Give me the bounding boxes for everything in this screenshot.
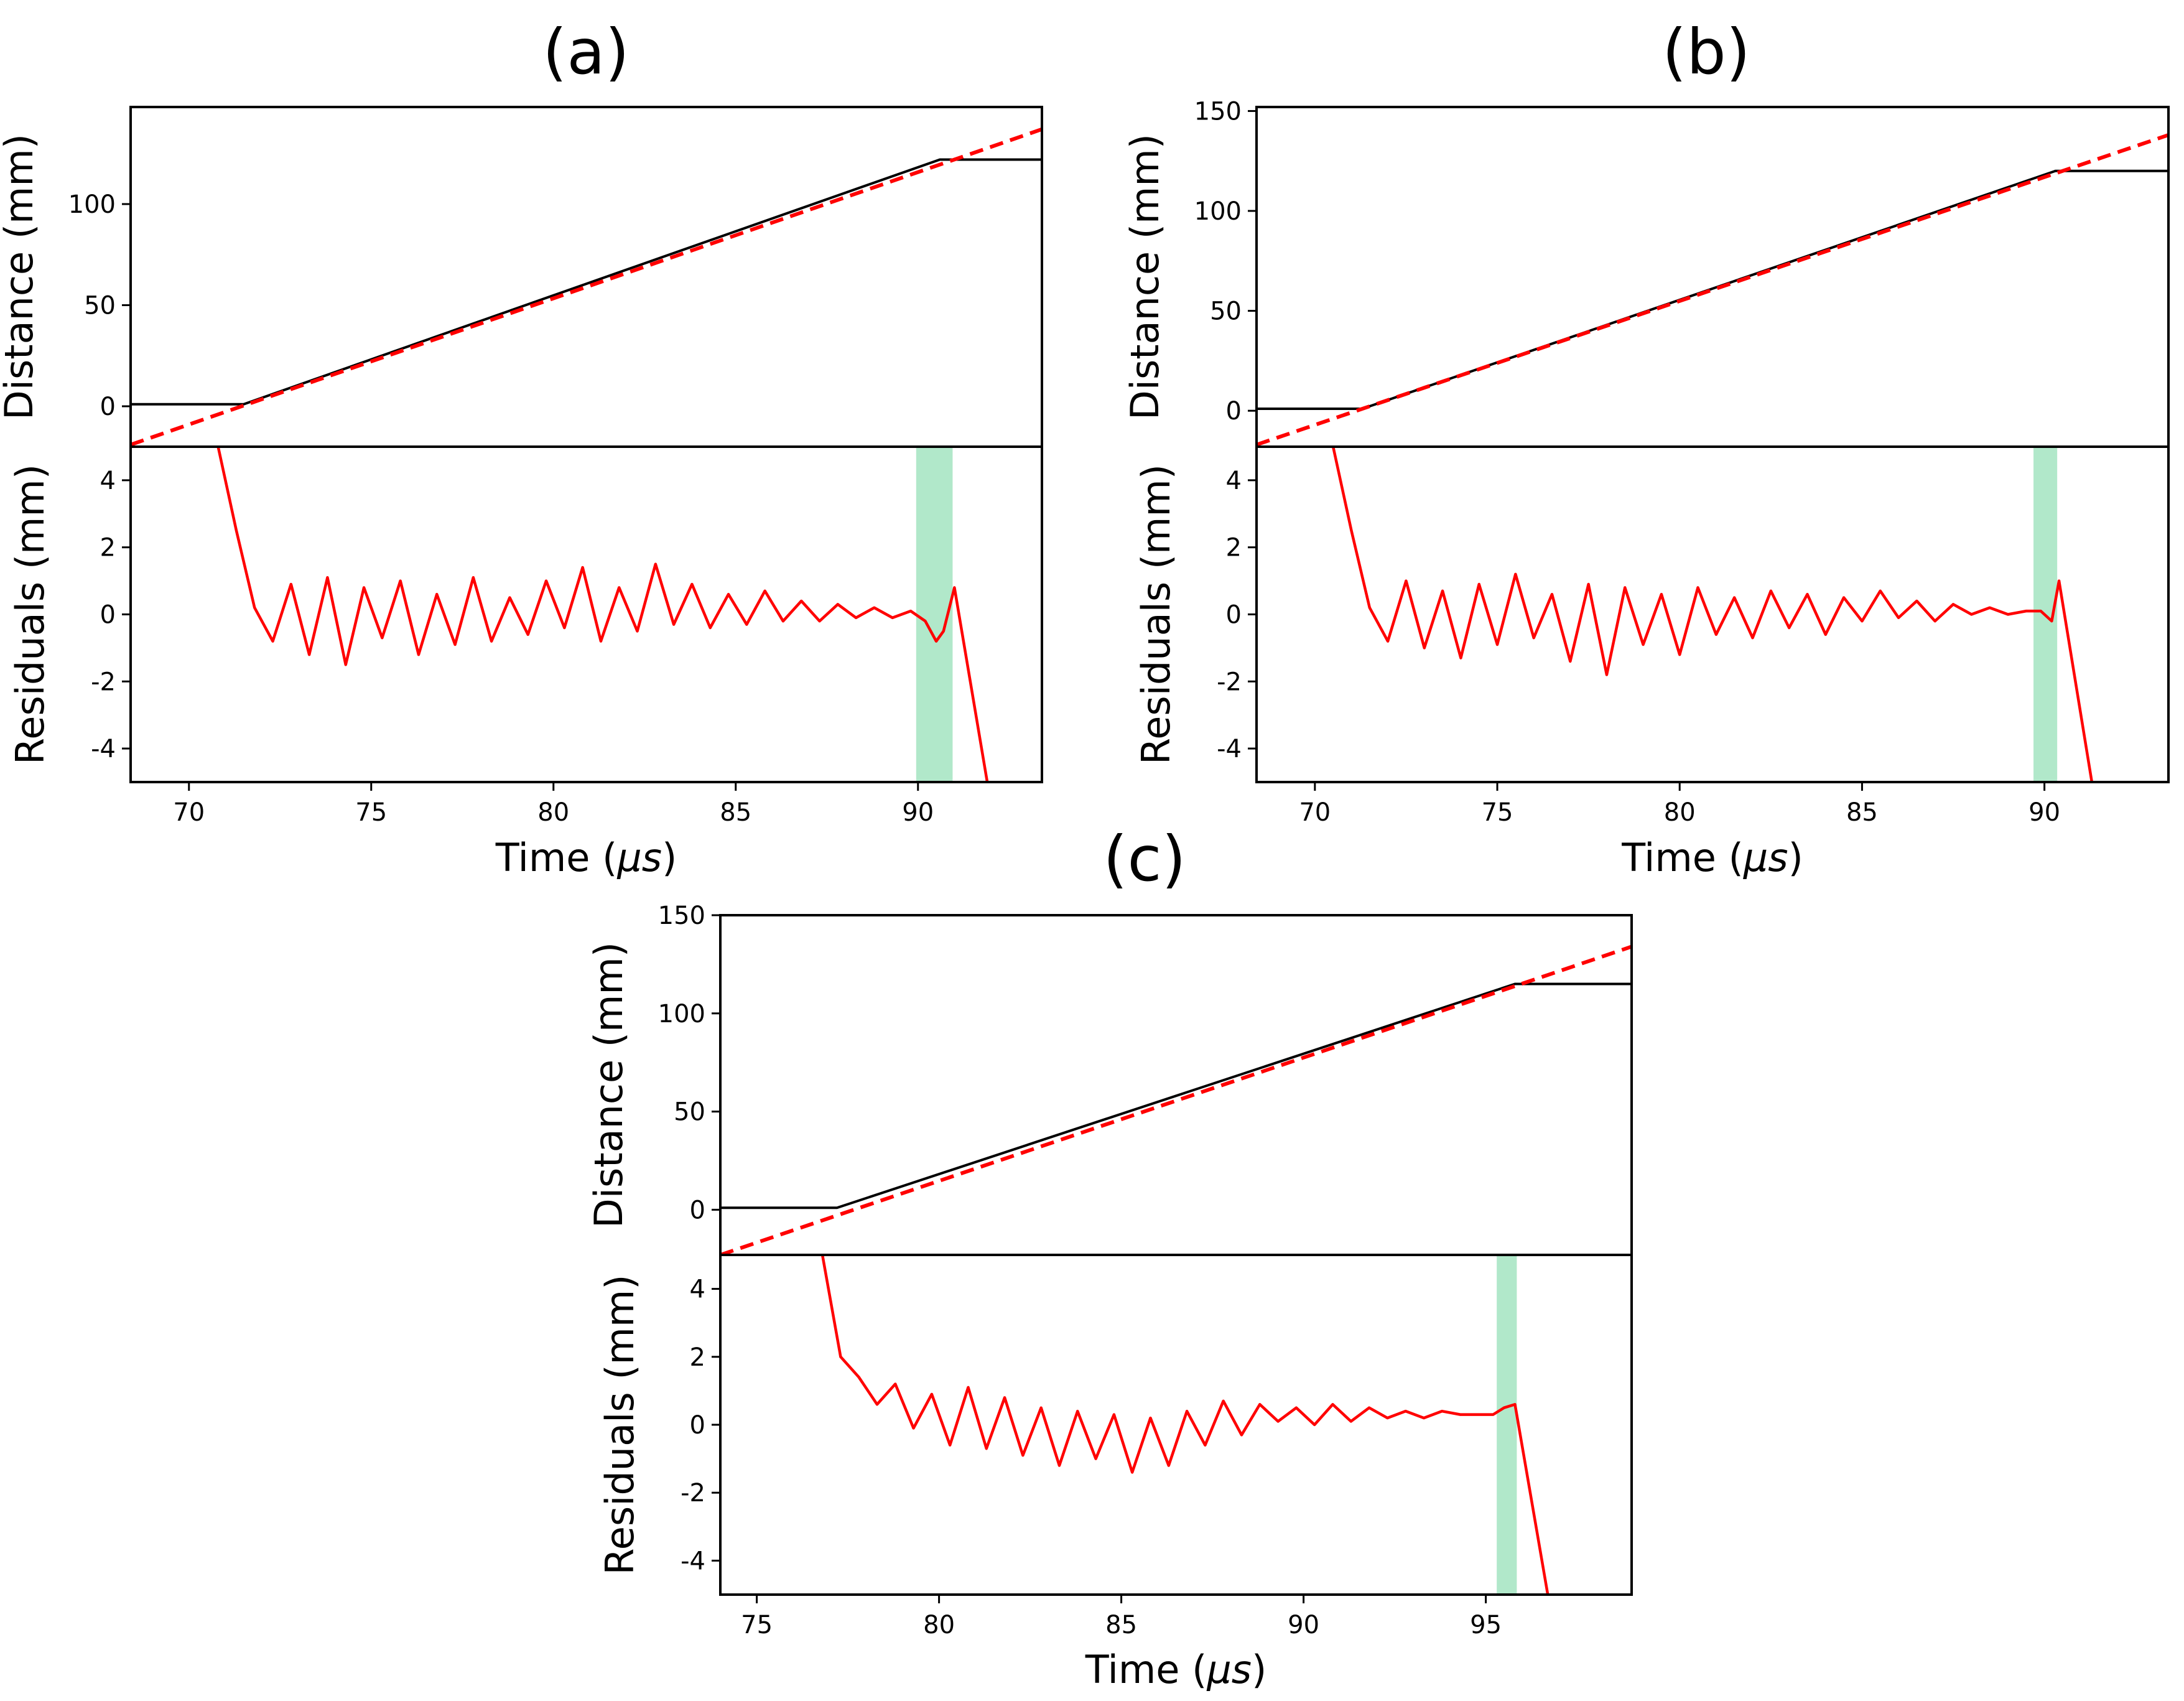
x-tick-label: 75 <box>741 1611 773 1639</box>
fit-series-line <box>1257 133 2168 447</box>
y-tick-label: 100 <box>658 1000 705 1028</box>
top-y-axis-label: Distance (mm) <box>586 942 631 1228</box>
panel-title: (c) <box>1103 823 1186 895</box>
x-tick-label: 80 <box>923 1611 955 1639</box>
y-tick-label: 2 <box>690 1343 705 1372</box>
y-tick-label: 100 <box>1194 197 1242 226</box>
panel-1: (a) 0 50 100 4 2 0 -2 -4 70 75 80 85 90 Distance (mm) R… <box>0 16 1043 880</box>
x-axis-label-unit: μs <box>1206 1647 1252 1692</box>
x-axis-label: Time (μs) <box>495 835 677 880</box>
x-tick-label: 80 <box>1664 798 1696 827</box>
panel-3: (c) 0 50 100 150 4 2 0 -2 -4 75 80 85 90 95 Distance (m… <box>586 823 1633 1692</box>
distance-series-line <box>1257 169 2168 410</box>
x-tick-label: 80 <box>537 798 569 827</box>
highlight-band <box>1497 1255 1517 1595</box>
residuals-series-line <box>216 447 989 782</box>
x-tick-label: 90 <box>1288 1611 1319 1639</box>
y-tick-label: 0 <box>690 1196 705 1224</box>
fit-series-line <box>131 127 1042 447</box>
residuals-series-line <box>820 1255 1550 1595</box>
distance-series-line <box>720 982 1632 1209</box>
y-tick-label: 0 <box>100 601 116 630</box>
x-tick-label: 85 <box>720 798 751 827</box>
panel-title: (b) <box>1662 16 1750 88</box>
fit-series-line <box>720 944 1632 1255</box>
y-tick-label: 150 <box>1194 97 1242 126</box>
x-axis-label-suffix: ) <box>1788 835 1803 880</box>
y-tick-label: 4 <box>690 1275 705 1304</box>
bottom-y-axis-label: Residuals (mm) <box>7 464 53 765</box>
y-tick-label: 0 <box>1226 397 1242 426</box>
x-axis-label: Time (μs) <box>1085 1647 1267 1692</box>
x-tick-label: 90 <box>902 798 934 827</box>
x-axis-label-prefix: Time ( <box>495 835 618 880</box>
x-axis-label-unit: μs <box>1743 835 1788 880</box>
x-axis-label-suffix: ) <box>1252 1647 1266 1692</box>
top-y-axis-label: Distance (mm) <box>0 134 42 420</box>
y-tick-label: 4 <box>1226 467 1242 495</box>
y-tick-label: -2 <box>1217 668 1242 696</box>
bottom-y-axis-label: Residuals (mm) <box>597 1274 643 1575</box>
x-axis-label-prefix: Time ( <box>1085 1647 1207 1692</box>
x-tick-label: 95 <box>1470 1611 1502 1639</box>
distance-series-line <box>131 158 1042 406</box>
y-tick-label: 4 <box>100 467 116 495</box>
y-tick-label: 0 <box>1226 601 1242 630</box>
y-tick-label: 150 <box>658 902 705 930</box>
x-axis-label-prefix: Time ( <box>1621 835 1744 880</box>
top-y-axis-label: Distance (mm) <box>1122 134 1168 420</box>
y-tick-label: -4 <box>91 735 116 763</box>
y-tick-label: -2 <box>681 1479 705 1508</box>
y-tick-label: -4 <box>681 1547 705 1575</box>
bottom-axes-frame <box>719 1254 1633 1596</box>
y-tick-label: 50 <box>1210 297 1242 326</box>
x-tick-label: 75 <box>355 798 387 827</box>
top-axes-frame <box>1255 106 2170 448</box>
y-tick-label: -2 <box>91 668 116 696</box>
y-tick-label: 0 <box>690 1411 705 1440</box>
y-tick-label: 100 <box>68 190 116 219</box>
y-tick-label: -4 <box>1217 735 1242 763</box>
y-tick-label: 50 <box>84 292 116 320</box>
y-tick-label: 2 <box>1226 534 1242 562</box>
x-tick-label: 70 <box>1299 798 1331 827</box>
x-axis-label: Time (μs) <box>1621 835 1803 880</box>
bottom-y-axis-label: Residuals (mm) <box>1133 464 1179 765</box>
x-tick-label: 75 <box>1482 798 1513 827</box>
y-tick-label: 50 <box>674 1098 705 1127</box>
y-tick-label: 2 <box>100 534 116 562</box>
y-tick-label: 0 <box>100 393 116 421</box>
x-axis-label-suffix: ) <box>662 835 677 880</box>
residuals-series-line <box>1331 447 2094 782</box>
x-tick-label: 85 <box>1846 798 1878 827</box>
panel-2: (b) 0 50 100 150 4 2 0 -2 -4 70 75 80 85 90 Distance (m… <box>1122 16 2170 880</box>
x-tick-label: 85 <box>1105 1611 1137 1639</box>
x-tick-label: 90 <box>2028 798 2060 827</box>
x-tick-label: 70 <box>173 798 205 827</box>
panel-title: (a) <box>542 16 629 88</box>
top-axes-frame <box>719 914 1633 1256</box>
bottom-axes-frame <box>1255 445 2170 783</box>
x-axis-label-unit: μs <box>616 835 662 880</box>
